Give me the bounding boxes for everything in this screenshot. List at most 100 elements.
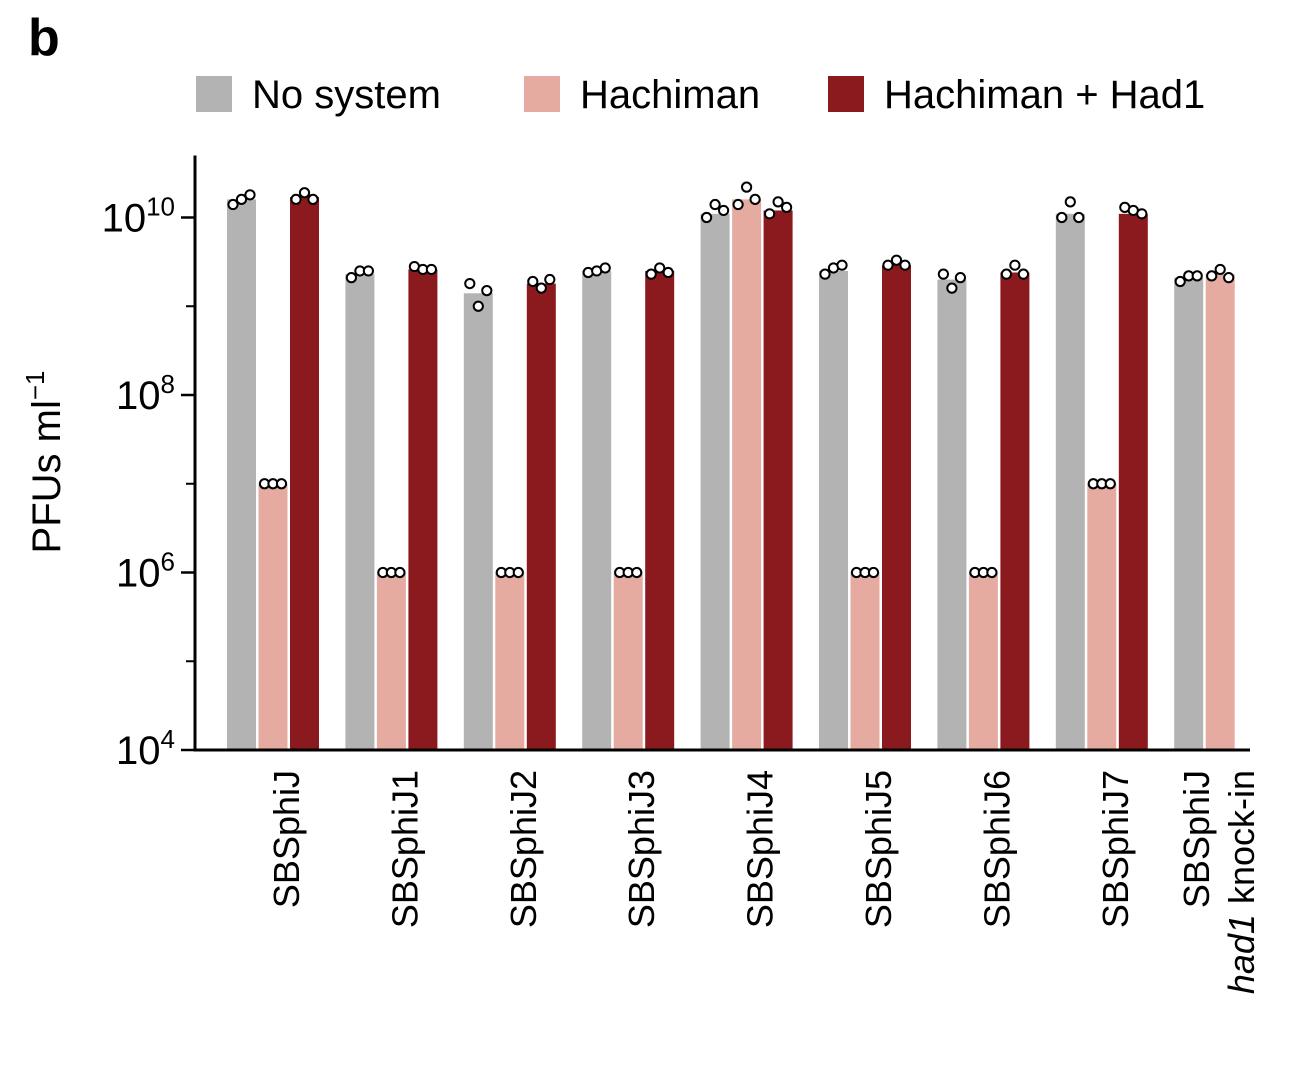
legend-swatch [196,76,232,112]
x-category-label: SBSphiJ [1176,770,1217,908]
legend: No system Hachiman Hachiman + Had1 [196,73,1205,117]
bar [1000,272,1030,750]
data-point [937,268,950,280]
bar [408,269,438,750]
data-point [1206,270,1218,282]
data-point [772,196,784,208]
data-point [1191,270,1203,282]
x-category-label: SBSphiJ3 [621,770,662,928]
x-category-label: SBSphiJ5 [858,770,899,928]
bar [645,270,675,750]
data-point [472,300,484,312]
data-point [631,566,643,579]
data-point [890,254,903,266]
x-category-label: SBSphiJ6 [976,770,1017,928]
data-point [544,273,556,286]
x-category-label: SBSphiJ1 [384,770,425,928]
data-point [1136,208,1148,220]
bar [700,213,730,750]
data-point [1000,268,1013,280]
data-point [1064,196,1076,208]
bar [290,197,319,750]
bar [258,483,288,750]
bar [1174,277,1204,750]
data-point [1223,272,1235,284]
data-point [464,277,476,290]
bar [345,274,375,750]
data-point [819,268,831,280]
bar [763,210,793,751]
data-point [867,566,880,579]
y-axis-label: PFUs ml−1 [20,371,69,554]
bar [1205,274,1235,750]
data-point [244,189,256,201]
legend-item: Hachiman + Had1 [828,73,1205,117]
data-point [481,285,493,297]
bar [495,572,525,750]
data-point [527,275,539,288]
bar [1055,213,1085,750]
data-point [298,187,311,199]
bar [526,283,556,750]
data-point [235,193,248,205]
data-point [654,262,666,274]
data-point [1009,259,1021,271]
y-tick-label: 1010 [102,192,175,241]
data-point [662,266,674,279]
points-group [227,181,1235,579]
data-point [946,282,958,294]
data-point [781,201,793,213]
bar [463,293,493,750]
data-point [227,198,239,211]
data-point [1214,263,1226,276]
data-point [749,193,761,205]
data-point [836,259,848,271]
x-category-label: SBSphiJ [266,770,307,908]
legend-swatch [828,76,864,112]
legend-swatch [524,76,560,112]
data-point [645,268,657,280]
bar [376,572,406,750]
data-point [307,193,319,205]
data-point [394,566,406,579]
legend-label: Hachiman + Had1 [884,73,1205,117]
legend-label: No system [252,73,441,117]
data-point [1174,275,1186,288]
x-category-labels: SBSphiJ SBSphiJ1 SBSphiJ2 SBSphiJ3 SBSphiJ4 S… [266,770,1262,994]
bar [882,265,911,750]
legend-item: No system [196,73,441,117]
bar [227,199,256,751]
data-point [764,208,776,220]
data-point [986,566,998,579]
y-tick-label: 104 [116,724,175,773]
panel-label: b [28,9,60,67]
data-point [599,262,611,274]
data-point [512,566,524,579]
data-point [701,211,713,224]
data-point [535,282,547,294]
y-tick-label: 108 [116,369,175,418]
bar [1087,483,1117,750]
bar [850,572,880,750]
bar [732,199,762,751]
data-point [718,204,730,217]
data-point [954,272,967,284]
bar [968,572,998,750]
data-point [1017,268,1030,280]
x-category-label-line2: had1 knock-in [1221,770,1262,994]
axes-group: 104 106 108 1010 [102,155,1250,773]
legend-label: Hachiman [580,73,760,117]
data-point [741,181,753,193]
data-point [1104,478,1116,490]
bar [613,572,643,750]
bar [819,270,848,750]
data-point [709,198,721,211]
bar [937,279,967,750]
data-point [290,193,302,205]
x-category-label: SBSphiJ4 [740,770,781,928]
bars-group [227,197,1235,751]
y-tick-label: 106 [116,547,175,596]
data-point [882,259,894,271]
bar [1118,213,1148,750]
